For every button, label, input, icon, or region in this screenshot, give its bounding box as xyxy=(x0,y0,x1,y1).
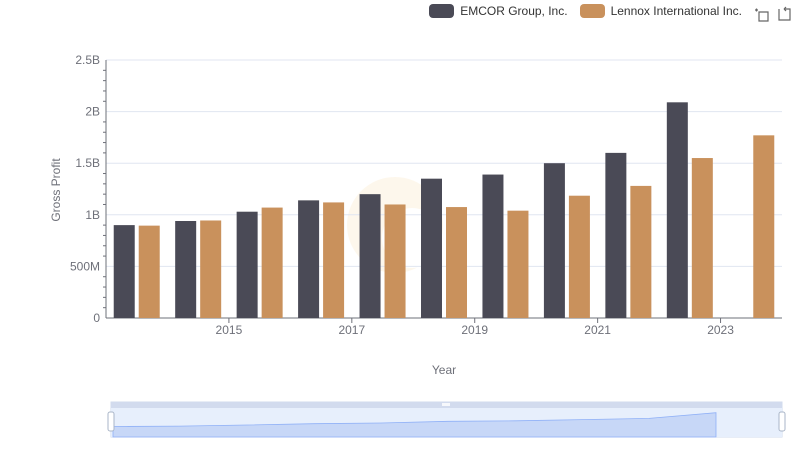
legend-label-emcor: EMCOR Group, Inc. xyxy=(460,4,568,18)
toolbox xyxy=(754,6,792,22)
chart-legend: EMCOR Group, Inc. Lennox International I… xyxy=(429,4,742,18)
bar-emcor-2015[interactable] xyxy=(175,220,197,318)
y-tick-label: 2.5B xyxy=(75,53,100,67)
x-tick-label: 2019 xyxy=(461,323,488,337)
slider-preview-area xyxy=(112,412,717,438)
bar-emcor-2022[interactable] xyxy=(605,152,627,318)
bar-emcor-2019[interactable] xyxy=(421,178,442,318)
slider-handle-left[interactable] xyxy=(107,411,115,432)
bar-lennox-2021[interactable] xyxy=(568,195,590,318)
legend-swatch-lennox xyxy=(579,4,605,18)
bar-emcor-2017[interactable] xyxy=(298,200,320,318)
bar-lennox-2019[interactable] xyxy=(446,207,467,318)
x-axis-title: Year xyxy=(432,363,456,377)
zoom-select-icon[interactable] xyxy=(754,6,770,22)
y-tick-label: 500M xyxy=(70,259,100,273)
bar-lennox-2017[interactable] xyxy=(323,202,345,318)
bar-lennox-2023[interactable] xyxy=(691,158,713,318)
legend-item-emcor[interactable]: EMCOR Group, Inc. xyxy=(429,4,568,18)
y-tick-label: 2B xyxy=(85,105,100,119)
legend-item-lennox[interactable]: Lennox International Inc. xyxy=(579,4,742,18)
bar-lennox-2020[interactable] xyxy=(507,210,529,318)
y-tick-label: 1.5B xyxy=(75,156,100,170)
bar-lennox-2022[interactable] xyxy=(630,185,652,318)
x-tick-label: 2023 xyxy=(707,323,734,337)
bar-lennox-2015[interactable] xyxy=(200,220,222,318)
y-axis-title: Gross Profit xyxy=(49,158,63,222)
data-zoom-slider[interactable] xyxy=(107,401,786,438)
legend-label-lennox: Lennox International Inc. xyxy=(610,4,742,18)
bar-emcor-2014[interactable] xyxy=(113,225,135,318)
bar-lennox-2018[interactable] xyxy=(384,204,406,318)
bar-lennox-2016[interactable] xyxy=(261,207,283,318)
bar-emcor-2021[interactable] xyxy=(543,163,565,318)
bar-lennox-2014[interactable] xyxy=(138,225,160,318)
y-tick-label: 1B xyxy=(85,208,100,222)
legend-swatch-emcor xyxy=(429,4,455,18)
bar-emcor-2020[interactable] xyxy=(482,174,504,318)
x-tick-label: 2021 xyxy=(584,323,611,337)
x-tick-label: 2017 xyxy=(338,323,365,337)
bar-emcor-2016[interactable] xyxy=(236,211,258,318)
x-tick-label: 2015 xyxy=(216,323,243,337)
slider-handle-right[interactable] xyxy=(778,411,786,432)
y-tick-label: 0 xyxy=(93,311,100,325)
slider-move-handle[interactable] xyxy=(442,403,450,406)
restore-icon[interactable] xyxy=(776,6,792,22)
bar-lennox-2024[interactable] xyxy=(753,135,775,318)
bar-emcor-2018[interactable] xyxy=(359,194,381,318)
bar-emcor-2023[interactable] xyxy=(666,102,688,318)
